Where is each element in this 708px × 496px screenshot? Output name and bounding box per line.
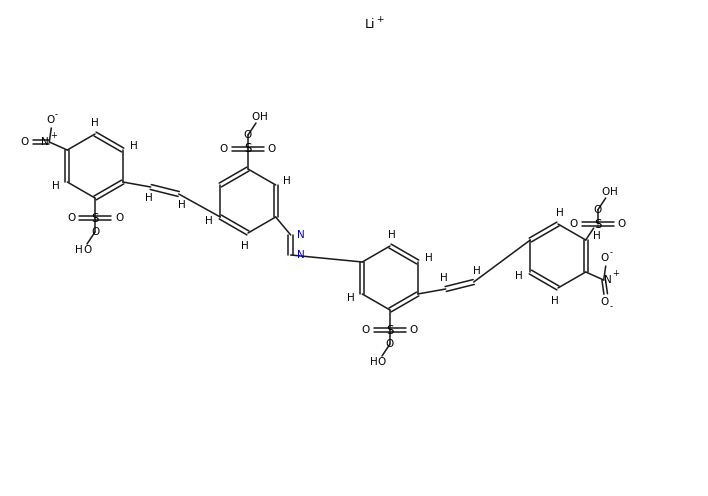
Text: H: H — [282, 176, 290, 186]
Text: N: N — [297, 230, 304, 240]
Text: H: H — [551, 296, 559, 306]
Text: O: O — [244, 130, 252, 140]
Text: N: N — [604, 275, 612, 285]
Text: H: H — [75, 245, 83, 255]
Text: O: O — [83, 245, 91, 255]
Text: H: H — [145, 193, 153, 203]
Text: N: N — [41, 137, 49, 147]
Text: +: + — [612, 269, 620, 278]
Text: S: S — [387, 323, 394, 336]
Text: O: O — [600, 253, 609, 263]
Text: Li: Li — [365, 17, 375, 30]
Text: O: O — [67, 213, 75, 223]
Text: -: - — [609, 303, 612, 311]
Text: O: O — [115, 213, 123, 223]
Text: H: H — [610, 187, 617, 197]
Text: S: S — [91, 211, 98, 225]
Text: H: H — [52, 181, 60, 191]
Text: H: H — [593, 231, 600, 241]
Text: H: H — [425, 253, 433, 263]
Text: H: H — [130, 141, 137, 151]
Text: H: H — [348, 293, 355, 303]
Text: O: O — [378, 357, 386, 367]
Text: H: H — [515, 271, 523, 281]
Text: O: O — [362, 325, 370, 335]
Text: -: - — [55, 111, 58, 120]
Text: O: O — [252, 112, 260, 122]
Text: -: - — [609, 248, 612, 257]
Text: H: H — [241, 241, 249, 251]
Text: S: S — [244, 142, 251, 156]
Text: +: + — [50, 131, 57, 140]
Text: O: O — [600, 297, 609, 307]
Text: H: H — [388, 230, 396, 240]
Text: N: N — [297, 250, 304, 260]
Text: S: S — [594, 218, 601, 231]
Text: H: H — [91, 118, 99, 128]
Text: +: + — [376, 15, 384, 24]
Text: H: H — [370, 357, 378, 367]
Text: O: O — [268, 144, 276, 154]
Text: H: H — [440, 273, 447, 283]
Text: O: O — [570, 219, 578, 229]
Text: H: H — [473, 266, 481, 276]
Text: O: O — [20, 137, 28, 147]
Text: O: O — [386, 339, 394, 349]
Text: H: H — [205, 216, 213, 226]
Text: O: O — [602, 187, 610, 197]
Text: H: H — [178, 200, 185, 210]
Text: H: H — [556, 208, 564, 218]
Text: H: H — [260, 112, 268, 122]
Text: O: O — [46, 115, 55, 125]
Text: O: O — [220, 144, 228, 154]
Text: O: O — [410, 325, 418, 335]
Text: O: O — [91, 227, 99, 237]
Text: O: O — [617, 219, 626, 229]
Text: O: O — [593, 205, 602, 215]
